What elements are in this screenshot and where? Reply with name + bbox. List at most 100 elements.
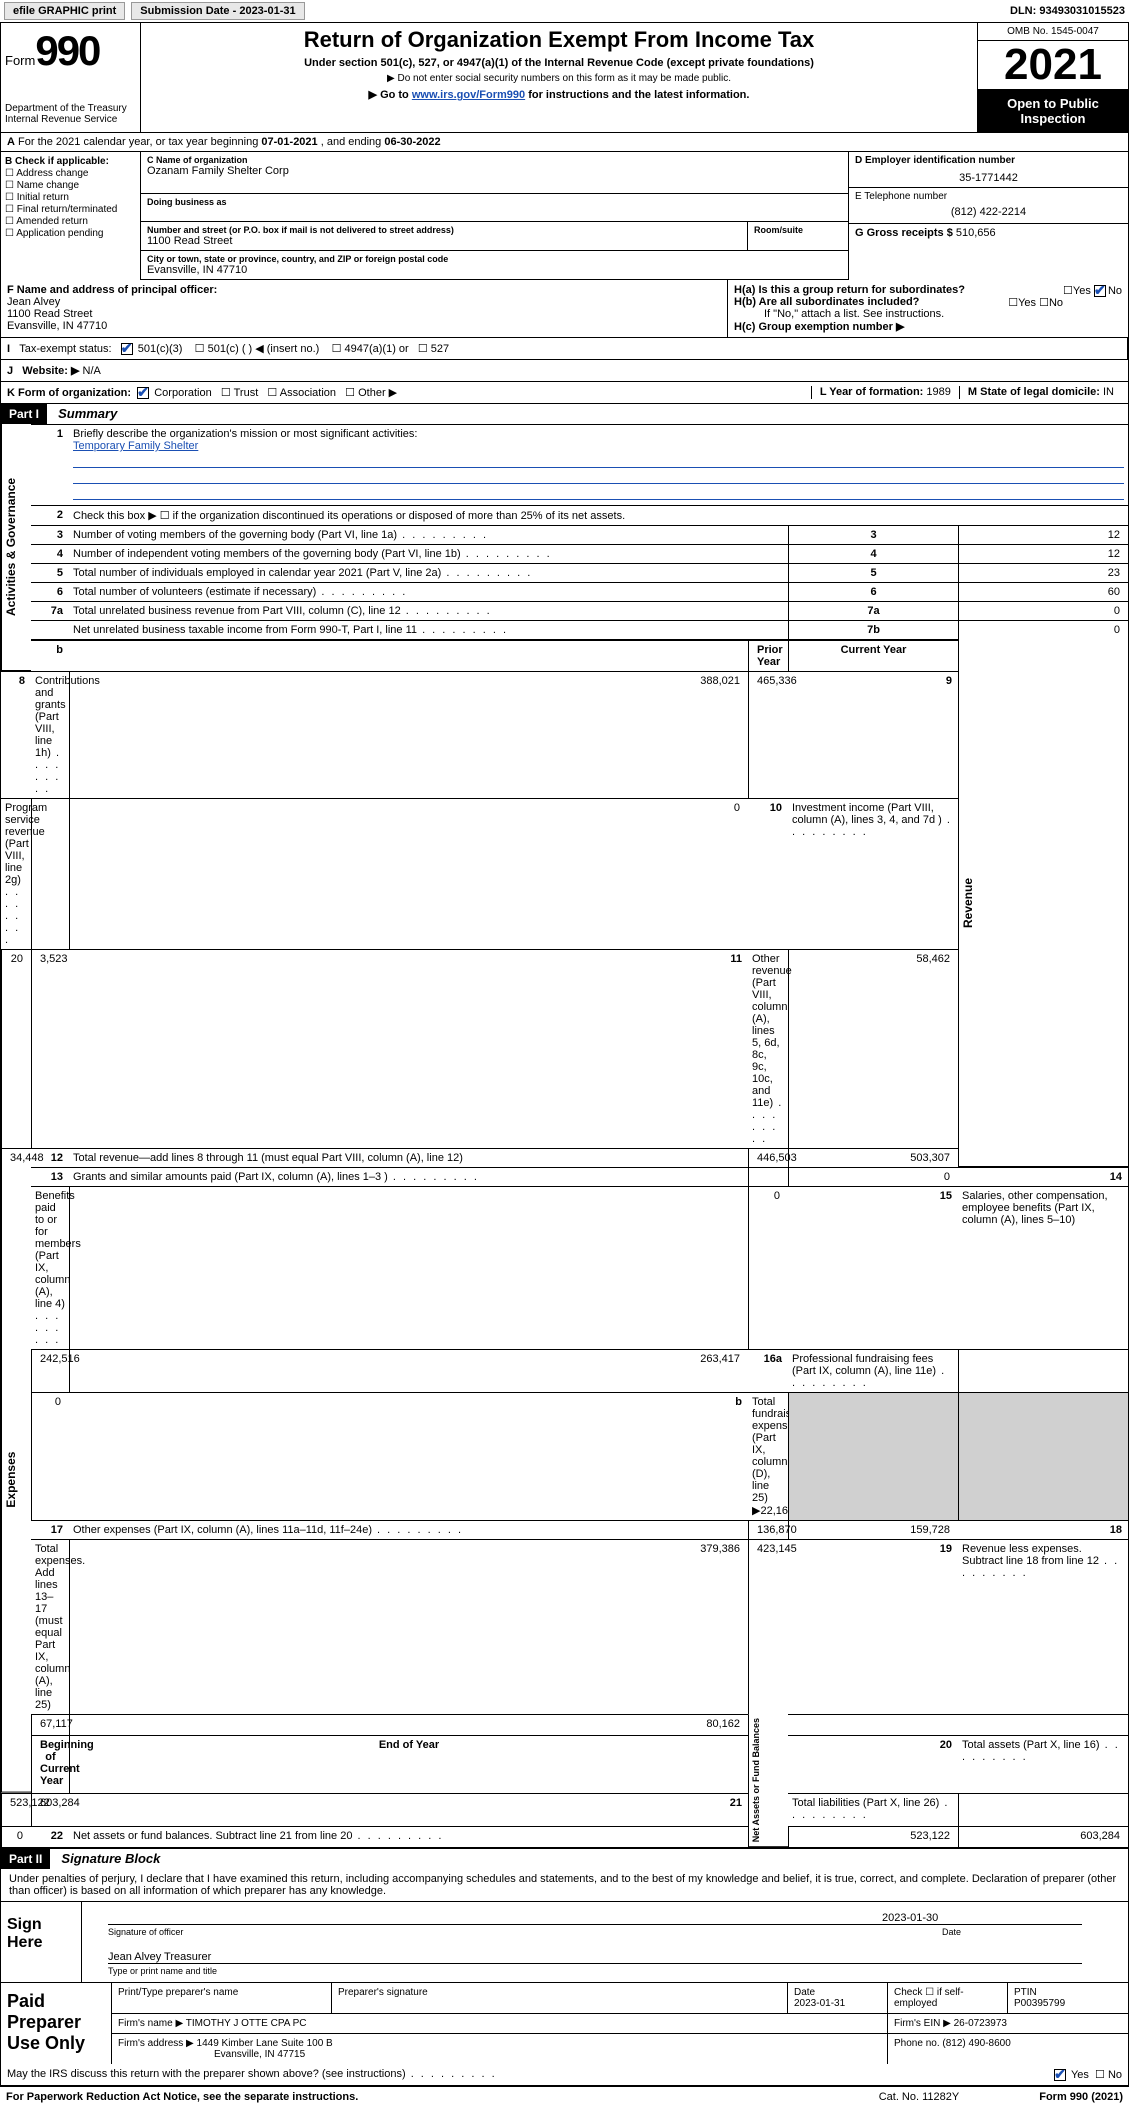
line6-num: 6: [31, 582, 69, 601]
firm-ein-label: Firm's EIN ▶: [894, 2018, 951, 2029]
chk-name-change[interactable]: ☐ Name change: [5, 180, 136, 191]
type-name-label: Type or print name and title: [88, 1966, 1122, 1976]
chk-final-return[interactable]: ☐ Final return/terminated: [5, 204, 136, 215]
paid-preparer-block: Paid Preparer Use Only Print/Type prepar…: [1, 1982, 1128, 2064]
org-name: Ozanam Family Shelter Corp: [147, 165, 842, 177]
chk-address-change[interactable]: ☐ Address change: [5, 168, 136, 179]
mission-text: Temporary Family Shelter: [73, 440, 198, 452]
prep-date-cell: Date2023-01-31: [788, 1983, 888, 2013]
line5-num: 5: [31, 563, 69, 582]
line15-desc: Salaries, other compensation, employee b…: [958, 1186, 1128, 1349]
ha-no-check[interactable]: [1094, 285, 1106, 297]
year-formation: 1989: [926, 386, 950, 398]
line14-desc: Benefits paid to or for members (Part IX…: [31, 1186, 69, 1349]
firm-addr1: 1449 Kimber Lane Suite 100 B: [197, 2038, 333, 2049]
hc-label: H(c) Group exemption number ▶: [734, 321, 904, 333]
d-label: D Employer identification number: [855, 155, 1122, 166]
prep-sig-label: Preparer's signature: [332, 1983, 788, 2013]
i-label: Tax-exempt status:: [19, 343, 111, 355]
firm-addr-cell: Firm's address ▶ 1449 Kimber Lane Suite …: [112, 2034, 888, 2064]
officer-addr1: 1100 Read Street: [7, 308, 92, 320]
line16b-num: b: [69, 1392, 748, 1520]
chk-app-pending[interactable]: ☐ Application pending: [5, 228, 136, 239]
prep-self-employed[interactable]: Check ☐ if self-employed: [888, 1983, 1008, 2013]
discuss-no[interactable]: No: [1108, 2069, 1122, 2081]
line13-curr: 0: [788, 1167, 958, 1186]
form-number: 990: [35, 27, 99, 74]
line21-num: 21: [69, 1793, 748, 1826]
line20-num: 20: [788, 1735, 958, 1792]
line21-curr: 0: [1, 1826, 31, 1847]
line16b-prior: [788, 1392, 958, 1520]
chk-501c3[interactable]: [121, 343, 133, 355]
irs-link[interactable]: www.irs.gov/Form990: [412, 89, 525, 101]
signature-block: Under penalties of perjury, I declare th…: [0, 1869, 1129, 2086]
line9-curr: 0: [69, 798, 748, 949]
line17-desc: Other expenses (Part IX, column (A), lin…: [69, 1520, 748, 1539]
line19-desc: Revenue less expenses. Subtract line 18 …: [958, 1539, 1128, 1714]
row-f-h: F Name and address of principal officer:…: [0, 280, 1129, 338]
discuss-yes-check[interactable]: [1054, 2069, 1066, 2081]
addr-label: Number and street (or P.O. box if mail i…: [147, 225, 741, 235]
firm-addr2: Evansville, IN 47715: [118, 2049, 305, 2060]
chk-corp[interactable]: [137, 387, 149, 399]
line7b-num: [31, 620, 69, 639]
prep-phone-label: Phone no.: [894, 2038, 940, 2049]
city-label: City or town, state or province, country…: [147, 254, 842, 264]
header-title-block: Return of Organization Exempt From Incom…: [141, 23, 978, 132]
line17-prior: 136,870: [748, 1520, 788, 1539]
line18-curr: 423,145: [748, 1539, 788, 1714]
ha-yes[interactable]: Yes: [1073, 285, 1091, 297]
efile-button[interactable]: efile GRAPHIC print: [4, 2, 125, 20]
b-label: B Check if applicable:: [5, 156, 136, 167]
hb-yes[interactable]: Yes: [1018, 297, 1036, 309]
row-a-text-a: For the 2021 calendar year, or tax year …: [18, 136, 261, 148]
may-discuss-text: May the IRS discuss this return with the…: [7, 2068, 497, 2081]
col-end-year: End of Year: [69, 1735, 748, 1792]
line18-prior: 379,386: [69, 1539, 748, 1714]
line19-prior: 67,117: [31, 1714, 69, 1735]
line14-curr: 0: [748, 1186, 788, 1349]
line21-prior: [958, 1793, 1128, 1826]
sig-date-label: Date: [922, 1927, 1122, 1937]
tax-year-begin: 07-01-2021: [261, 136, 317, 148]
discuss-yes: Yes: [1071, 2069, 1089, 2081]
firm-ein-value: 26-0723973: [954, 2018, 1007, 2029]
hb-no[interactable]: No: [1049, 297, 1063, 309]
opt-other[interactable]: Other ▶: [358, 387, 397, 399]
form-number-block: Form990 Department of the Treasury Inter…: [1, 23, 141, 132]
col-prior-year: Prior Year: [748, 639, 788, 671]
omb-number: OMB No. 1545-0047: [978, 23, 1128, 41]
row-a-text-b: , and ending: [321, 136, 385, 148]
part1-header-row: Part I Summary: [0, 404, 1129, 424]
firm-name-label: Firm's name ▶: [118, 2018, 183, 2029]
dln: DLN: 93493031015523: [1010, 5, 1125, 17]
line21-desc: Total liabilities (Part X, line 26): [788, 1793, 958, 1826]
city-state-zip: Evansville, IN 47710: [147, 264, 842, 276]
opt-assoc[interactable]: Association: [280, 387, 336, 399]
opt-501c[interactable]: 501(c) ( ) ◀ (insert no.): [208, 343, 320, 355]
chk-initial-return[interactable]: ☐ Initial return: [5, 192, 136, 203]
opt-527[interactable]: 527: [431, 343, 449, 355]
dba-label: Doing business as: [147, 197, 842, 207]
part1-badge: Part I: [1, 404, 47, 424]
line6-val: 60: [958, 582, 1128, 601]
line13-desc: Grants and similar amounts paid (Part IX…: [69, 1167, 748, 1186]
line11-prior: 58,462: [788, 949, 958, 1148]
line18-num: 18: [958, 1520, 1128, 1539]
line12-prior: 446,503: [748, 1148, 788, 1167]
opt-trust[interactable]: Trust: [234, 387, 259, 399]
line7a-desc: Total unrelated business revenue from Pa…: [69, 601, 788, 620]
line4-desc: Number of independent voting members of …: [69, 544, 788, 563]
chk-amended[interactable]: ☐ Amended return: [5, 216, 136, 227]
firm-name-value: TIMOTHY J OTTE CPA PC: [186, 2018, 307, 2029]
line16a-curr: 0: [31, 1392, 69, 1520]
gross-receipts: 510,656: [956, 227, 996, 239]
vlabel-governance: Activities & Governance: [1, 424, 31, 671]
opt-4947[interactable]: 4947(a)(1) or: [345, 343, 409, 355]
page-footer: For Paperwork Reduction Act Notice, see …: [0, 2086, 1129, 2107]
col-begin-year: Beginning of Current Year: [31, 1735, 69, 1792]
line20-desc: Total assets (Part X, line 16): [958, 1735, 1128, 1792]
declaration-text: Under penalties of perjury, I declare th…: [1, 1869, 1128, 1901]
g-label: G Gross receipts $: [855, 227, 953, 239]
